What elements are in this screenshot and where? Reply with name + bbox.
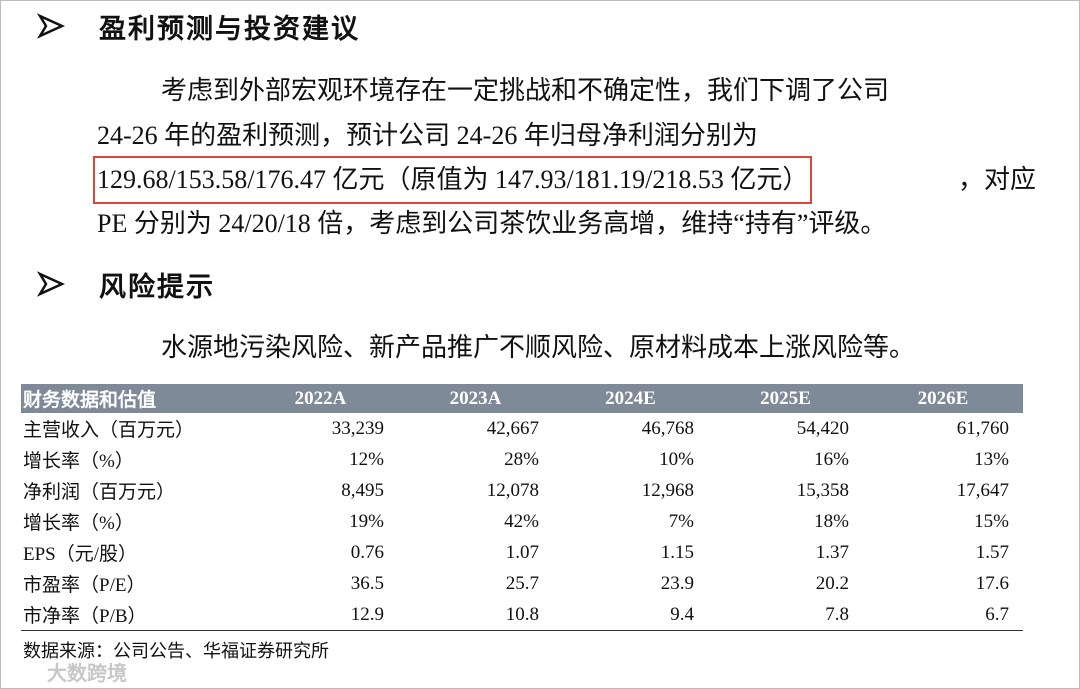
paragraph-line: 考虑到外部宏观环境存在一定挑战和不确定性，我们下调了公司 (161, 71, 1036, 111)
table-cell: 增长率（%） (23, 513, 134, 534)
paragraph-line: PE 分别为 24/20/18 倍，考虑到公司茶饮业务高增，维持“持有”评级。 (97, 204, 1036, 244)
header-cell: 2026E (863, 384, 1023, 413)
table-cell: 12.9 (243, 599, 398, 631)
table-cell: 9.4 (553, 599, 708, 631)
table-cell: 20.2 (815, 572, 849, 594)
table-cell: 1.37 (815, 541, 849, 563)
table-cell: 10% (659, 448, 694, 470)
table-cell: 6.7 (863, 599, 1023, 631)
text: 24-26 年的盈利预测，预计公司 24-26 年归母净利润分别为 (97, 121, 758, 150)
table-cell: 18% (814, 510, 849, 532)
table-cell: 0.76 (350, 541, 384, 563)
table-row: 市盈率（P/E） 36.5 25.7 23.9 20.2 17.6 (21, 568, 1023, 599)
table-cell: 17,647 (956, 479, 1009, 501)
table-row: 净利润（百万元） 8,495 12,078 12,968 15,358 17,647 (21, 475, 1023, 506)
table-cell: 16% (814, 448, 849, 470)
table-cell: 61,760 (956, 417, 1009, 439)
table-cell: 增长率（%） (23, 451, 134, 472)
bullet-arrow (37, 13, 66, 39)
table-cell: 市净率（P/B） (21, 599, 243, 631)
highlighted-text: 129.68/153.58/176.47 亿元（原值为 147.93/181.1… (92, 156, 813, 204)
table-cell: 23.9 (660, 572, 694, 594)
source-note: 数据来源：公司公告、华福证券研究所 (23, 641, 329, 661)
table-cell: 12% (349, 448, 384, 470)
header-cell: 2025E (708, 384, 863, 413)
text: 水源地污染风险、新产品推广不顺风险、原材料成本上涨风险等。 (161, 333, 916, 362)
table-cell: EPS（元/股） (23, 544, 138, 565)
paragraph-line: 水源地污染风险、新产品推广不顺风险、原材料成本上涨风险等。 (161, 328, 1036, 368)
header-cell: 财务数据和估值 (21, 384, 243, 413)
paragraph-line: 129.68/153.58/176.47 亿元（原值为 147.93/181.1… (92, 156, 1036, 204)
table-row: 增长率（%） 12% 28% 10% 16% 13% (21, 444, 1023, 475)
table-cell: 7% (668, 510, 694, 532)
table-cell: 10.8 (398, 599, 553, 631)
paragraph-line: 24-26 年的盈利预测，预计公司 24-26 年归母净利润分别为 (97, 116, 1036, 156)
table-cell: 17.6 (975, 572, 1009, 594)
table-cell: 1.15 (660, 541, 694, 563)
table-cell: 1.57 (975, 541, 1009, 563)
table-cell: 36.5 (350, 572, 384, 594)
table-cell: 13% (974, 448, 1009, 470)
table-cell: 25.7 (505, 572, 539, 594)
table-cell: 15% (974, 510, 1009, 532)
table-cell: 46,768 (641, 417, 694, 439)
section-heading: 盈利预测与投资建议 (99, 14, 360, 44)
table-cell: 净利润（百万元） (23, 482, 176, 503)
text: 考虑到外部宏观环境存在一定挑战和不确定性，我们下调了公司 (161, 76, 890, 105)
table-row: EPS（元/股） 0.76 1.07 1.15 1.37 1.57 (21, 537, 1023, 568)
table-cell: 7.8 (708, 599, 863, 631)
table-cell: 主营收入（百万元） (23, 420, 195, 441)
watermark: 大数跨境 (47, 661, 127, 685)
text: ，对应 (957, 165, 1036, 194)
table-cell: 1.07 (505, 541, 539, 563)
bullet-arrow (37, 271, 66, 297)
table-cell: 15,358 (796, 479, 849, 501)
table-row: 增长率（%） 19% 42% 7% 18% 15% (21, 506, 1023, 537)
table-header: 财务数据和估值 2022A 2023A 2024E 2025E 2026E (21, 384, 1023, 413)
table-cell: 33,239 (331, 417, 384, 439)
financial-table: 财务数据和估值 2022A 2023A 2024E 2025E 2026E 主营收入（百万元… (21, 384, 1023, 631)
header-cell: 2024E (553, 384, 708, 413)
table-cell: 42,667 (486, 417, 539, 439)
table-row: 市净率（P/B） 12.9 10.8 9.4 7.8 6.7 (21, 599, 1023, 631)
table-cell: 市盈率（P/E） (23, 575, 146, 596)
table-cell: 12,078 (486, 479, 539, 501)
table-cell: 28% (504, 448, 539, 470)
table-cell: 8,495 (341, 479, 384, 501)
table-cell: 12,968 (641, 479, 694, 501)
table-cell: 54,420 (796, 417, 849, 439)
table-row: 主营收入（百万元） 33,239 42,667 46,768 54,420 61,760 (21, 413, 1023, 444)
table-cell: 42% (504, 510, 539, 532)
table-cell: 19% (349, 510, 384, 532)
text: PE 分别为 24/20/18 倍，考虑到公司茶饮业务高增，维持“持有”评级。 (97, 209, 887, 238)
section-heading: 风险提示 (99, 272, 215, 302)
header-cell: 2022A (243, 384, 398, 413)
header-cell: 2023A (398, 384, 553, 413)
